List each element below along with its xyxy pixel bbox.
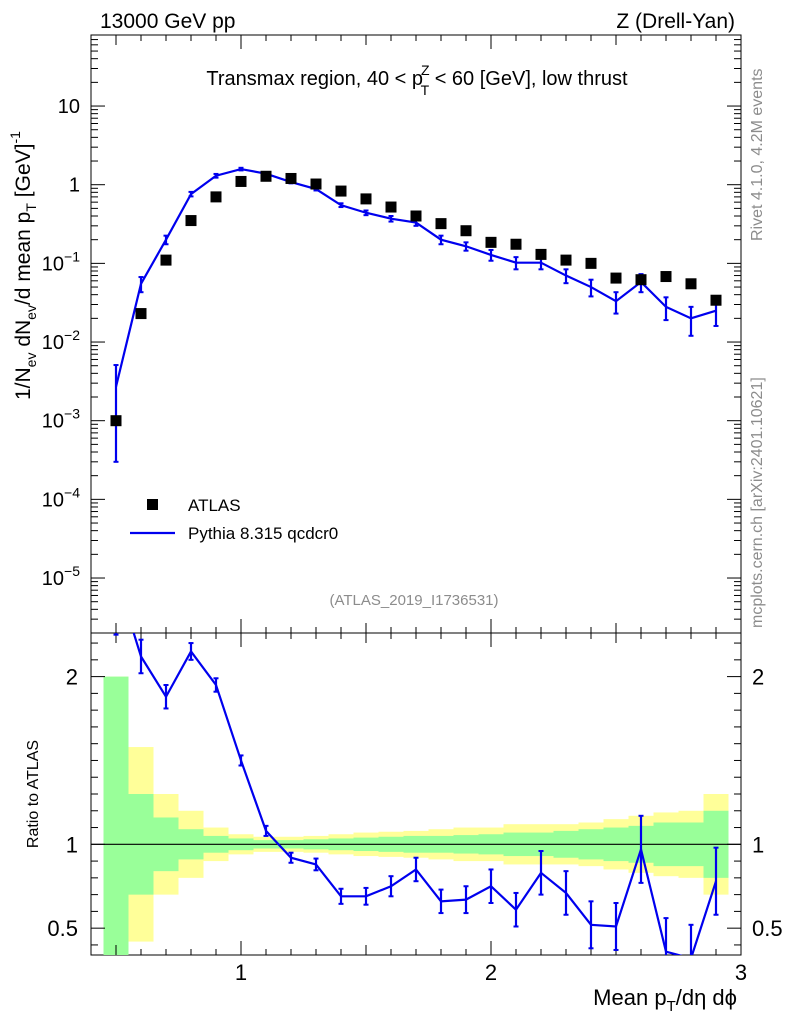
atlas-data-point	[310, 178, 322, 190]
atlas-data-point	[285, 172, 297, 184]
main-axes: 10 1 10−1 10−2 10−3 10−4 10−5	[42, 34, 742, 634]
atlas-data-point	[485, 236, 497, 248]
atlas-data-point	[335, 185, 347, 197]
pythia-series-line	[114, 167, 717, 388]
ratio-series	[113, 633, 719, 955]
header-left-label: 13000 GeV pp	[100, 10, 235, 33]
atlas-data-point	[235, 175, 247, 187]
ratio-y-tick-label-right: 0.5	[752, 916, 783, 941]
main-y-axis-label: 1/Nev dNev/d mean pT [GeV]-1	[7, 131, 39, 400]
atlas-data-point	[510, 238, 522, 250]
atlas-data-point	[385, 201, 397, 213]
atlas-data-point	[610, 272, 622, 284]
ratio-y-tick-label-left: 2	[66, 665, 78, 690]
ratio-y-tick-label-right: 1	[752, 832, 764, 857]
main-y-tick-label: 10−3	[42, 406, 80, 433]
atlas-data-point	[710, 294, 722, 306]
mcplots-label: mcplots.cern.ch [arXiv:2401.10621]	[749, 377, 766, 628]
main-plot-frame	[90, 34, 742, 634]
header-right-label: Z (Drell-Yan)	[616, 10, 735, 33]
main-y-tick-label: 10−1	[42, 248, 80, 275]
main-series	[110, 166, 722, 463]
atlas-data-point	[535, 248, 547, 260]
atlas-data-point	[685, 278, 697, 290]
x-tick-label: 3	[735, 960, 747, 985]
atlas-data-point	[360, 193, 372, 205]
atlas-data-point	[585, 257, 597, 269]
x-axis-label: Mean pT/dη dϕ	[593, 985, 737, 1015]
atlas-data-point	[135, 308, 147, 320]
atlas-data-point	[660, 271, 672, 283]
ratio-series-line	[132, 633, 718, 955]
legend-label-atlas: ATLAS	[188, 496, 241, 515]
ratio-uncertainty-bands	[103, 676, 729, 955]
ratio-y-tick-label-left: 1	[66, 832, 78, 857]
atlas-data-point	[635, 274, 647, 286]
main-y-tick-label: 10−4	[42, 484, 80, 511]
atlas-data-point	[260, 170, 272, 182]
atlas-data-point	[110, 415, 122, 427]
ratio-y-tick-label-left: 0.5	[47, 916, 78, 941]
legend-marker-atlas	[147, 499, 158, 510]
atlas-data-point	[185, 215, 197, 227]
atlas-data-point	[210, 191, 222, 203]
ratio-band-green	[103, 676, 129, 955]
rivet-version-label: Rivet 4.1.0, 4.2M events	[749, 68, 766, 241]
ratio-y-tick-label-right: 2	[752, 665, 764, 690]
ratio-axes: 1 2 3 2 2 1 1 0.5 0.5	[47, 633, 783, 985]
ratio-y-axis-label: Ratio to ATLAS	[25, 740, 42, 848]
x-tick-label: 2	[485, 960, 497, 985]
atlas-data-point	[410, 210, 422, 222]
x-tick-label: 1	[235, 960, 247, 985]
ratio-plot-frame	[90, 632, 742, 956]
atlas-data-point	[560, 254, 572, 266]
title-sub: T	[421, 82, 430, 98]
main-y-tick-label: 10−2	[42, 327, 80, 354]
analysis-watermark: (ATLAS_2019_I1736531)	[329, 592, 498, 609]
atlas-data-point	[460, 225, 472, 237]
main-y-tick-label: 10	[58, 96, 80, 118]
atlas-data-point	[160, 254, 172, 266]
legend-label-pythia: Pythia 8.315 qcdcr0	[188, 524, 338, 543]
main-y-tick-label: 10−5	[42, 563, 80, 590]
title-sup: Z	[421, 62, 430, 78]
plot-title: Transmax region, 40 < pZ T < 60 [GeV], lo…	[206, 62, 628, 98]
atlas-data-point	[435, 218, 447, 230]
main-y-tick-label: 1	[69, 175, 80, 197]
